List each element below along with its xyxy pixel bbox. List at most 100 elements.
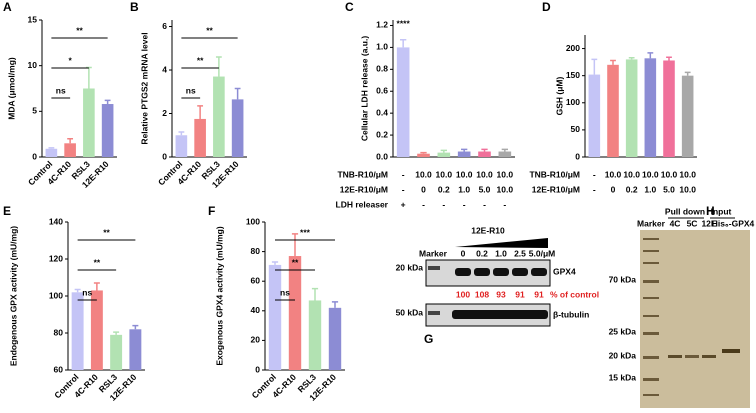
y-tick-label: 150: [566, 70, 580, 80]
significance: *: [68, 55, 72, 65]
marker-label: 20 kDa: [396, 262, 424, 272]
band-label: β-tubulin: [553, 309, 589, 319]
bar: [268, 264, 282, 370]
bar: [90, 290, 103, 370]
error-bar: [113, 331, 120, 335]
bar: [194, 118, 206, 157]
lane-label: 1.0: [495, 248, 507, 258]
bar: [625, 59, 638, 157]
bar: [498, 151, 512, 157]
panel-label: B: [130, 0, 139, 14]
table-cell: -: [593, 169, 596, 179]
percent: 93: [496, 289, 506, 299]
error-bar: [610, 59, 616, 65]
lane-label: 2.5: [514, 248, 526, 258]
y-tick-label: 20: [251, 335, 261, 345]
lane-label: 5.0/μM: [529, 248, 555, 258]
table-cell: 10.0: [679, 184, 696, 194]
table-row-label: TNB-R10/μM: [337, 169, 388, 179]
lane-label: 0.2: [476, 248, 488, 258]
table-cell: 10.0: [436, 169, 453, 179]
error-bar: [481, 148, 488, 152]
y-tick-label: 50: [571, 124, 581, 134]
y-tick-label: 80: [251, 246, 261, 256]
error-bar: [74, 288, 81, 293]
bar: [83, 88, 95, 157]
table-cell: 10.0: [605, 169, 622, 179]
table-cell: 5.0: [479, 184, 491, 194]
table-cell: 10.0: [497, 169, 514, 179]
bar: [231, 99, 244, 157]
bar: [644, 58, 657, 158]
y-axis-label: Exogenous GPX4 activity (mU/mg): [214, 226, 224, 366]
y-tick-label: 0.4: [376, 107, 388, 117]
significance: **: [206, 25, 213, 35]
table-cell: 0.2: [438, 184, 450, 194]
group-label: Input: [711, 206, 732, 216]
table-cell: -: [422, 199, 425, 209]
percent: 91: [515, 289, 525, 299]
table-cell: 10.0: [623, 169, 640, 179]
error-bar: [331, 301, 339, 308]
y-axis-label: Endogenous GPX activity (mU/mg): [8, 226, 18, 366]
percent: 91: [534, 289, 544, 299]
error-bar: [400, 38, 407, 48]
table-row-label: TNB-R10/μM: [529, 169, 580, 179]
significance: **: [94, 257, 101, 267]
marker-label: 20 kDa: [609, 350, 637, 360]
table-cell: -: [593, 184, 596, 194]
marker-label: 70 kDa: [609, 274, 637, 284]
significance: **: [197, 55, 204, 65]
band: [531, 268, 547, 276]
error-bar: [591, 58, 598, 75]
y-tick-label: 0.0: [376, 151, 388, 161]
table-cell: -: [402, 169, 405, 179]
y-tick-label: 100: [49, 290, 63, 300]
band-label: GPX4: [553, 266, 576, 276]
error-bar: [666, 56, 672, 61]
bar: [478, 151, 491, 157]
error-bar: [104, 99, 111, 105]
error-bar: [440, 149, 447, 153]
bar: [396, 47, 410, 157]
bar: [64, 143, 76, 157]
table-cell: 10.0: [642, 169, 659, 179]
panel-label: E: [3, 204, 11, 218]
y-axis-label: Relative PTGS2 mRNA level: [139, 32, 149, 144]
significance: ns: [186, 85, 196, 95]
gel-h: H Pull down Input Marker 4C 5C 12E His₆-…: [609, 204, 755, 408]
band: [512, 268, 528, 276]
bar: [129, 329, 142, 370]
bar: [607, 64, 619, 157]
table-cell: 10.0: [476, 169, 493, 179]
percent-label: % of control: [550, 289, 599, 299]
error-bar: [501, 148, 508, 152]
bar: [308, 300, 322, 370]
error-bar: [234, 87, 241, 100]
significance: ns: [82, 287, 92, 297]
y-axis-label: GSH (μM): [554, 76, 564, 115]
band: [455, 268, 471, 276]
ladder: [643, 238, 659, 396]
y-tick-label: 1.0: [376, 42, 388, 52]
table-cell: 0: [421, 184, 426, 194]
table-cell: 5.0: [663, 184, 675, 194]
significance: ns: [280, 287, 290, 297]
y-tick-label: 0.8: [376, 64, 388, 74]
gel: [640, 230, 750, 408]
significance: **: [76, 25, 83, 35]
y-tick-label: 6: [162, 21, 167, 31]
bar: [175, 135, 188, 157]
error-bar: [67, 137, 74, 144]
bar: [45, 148, 58, 157]
table-row-label: LDH releaser: [336, 199, 389, 209]
band: [685, 355, 699, 358]
table-cell: 10.0: [456, 169, 473, 179]
band: [668, 355, 682, 358]
band: [452, 310, 548, 319]
error-bar: [197, 105, 204, 119]
bar: [417, 153, 430, 157]
bar: [328, 307, 342, 370]
band: [428, 311, 440, 315]
band: [702, 355, 716, 358]
